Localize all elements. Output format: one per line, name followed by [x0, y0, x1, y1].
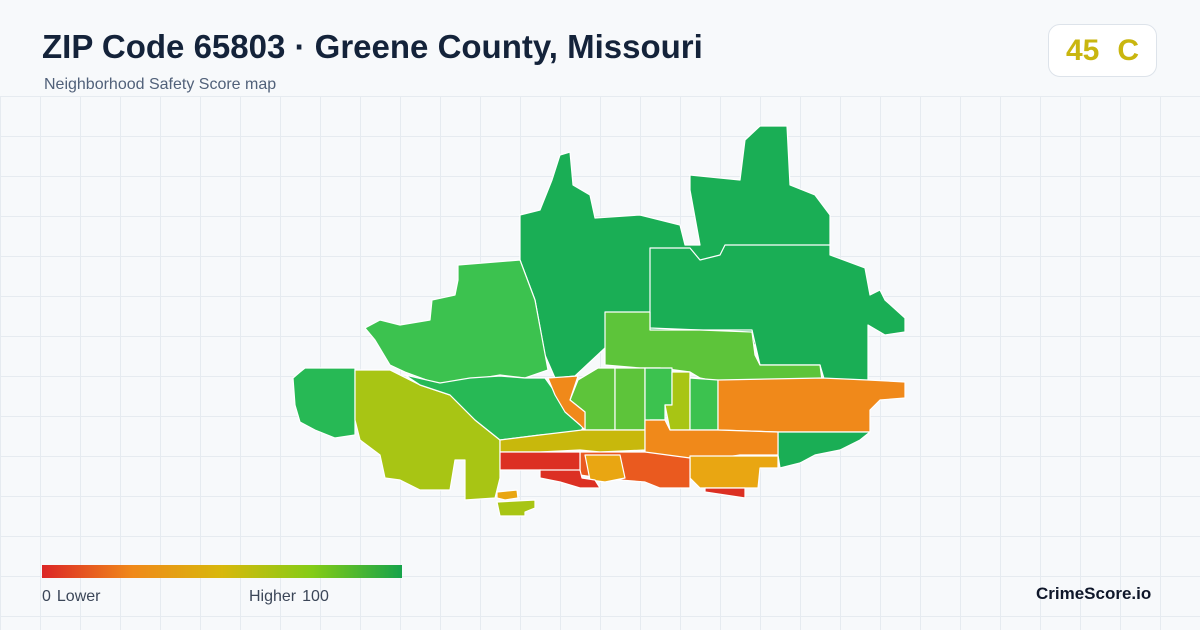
page-title: ZIP Code 65803 · Greene County, Missouri	[42, 28, 703, 65]
map-region-far-west[interactable]	[292, 367, 356, 439]
map-region-south-red-b[interactable]	[539, 469, 601, 489]
legend-high-label: Higher 100	[249, 588, 329, 606]
page-subtitle: Neighborhood Safety Score map	[44, 76, 277, 93]
safety-score-badge: 45 C	[1048, 24, 1157, 77]
map-grid-background	[0, 96, 1200, 630]
map-region-south-amber-b[interactable]	[584, 454, 626, 483]
legend-min-text: Lower	[56, 588, 101, 605]
legend-low-label: 0 Lower	[42, 588, 100, 606]
map-region-southeast[interactable]	[777, 431, 871, 469]
map-region-east-orange[interactable]	[717, 377, 906, 433]
map-region-northwest[interactable]	[364, 259, 549, 386]
safety-score-value: 45	[1065, 33, 1100, 67]
map-region-center-e[interactable]	[689, 377, 719, 431]
safety-score-grade: C	[1117, 33, 1140, 67]
header-band	[0, 0, 1200, 97]
map-region-south-red-c[interactable]	[704, 487, 746, 499]
map-region-northeast[interactable]	[649, 244, 906, 383]
legend-max-text: Higher	[249, 588, 297, 605]
brand-logo-text[interactable]: CrimeScore.io	[1036, 584, 1152, 603]
map-region-south-amber[interactable]	[689, 455, 779, 489]
legend-color-scale	[42, 565, 402, 578]
map-region-detached-yellow[interactable]	[496, 499, 536, 517]
legend-max-value: 100	[302, 588, 329, 605]
legend-min-value: 0	[42, 588, 51, 605]
map-region-center-b[interactable]	[614, 367, 646, 431]
map-region-detached-orange[interactable]	[496, 489, 519, 501]
